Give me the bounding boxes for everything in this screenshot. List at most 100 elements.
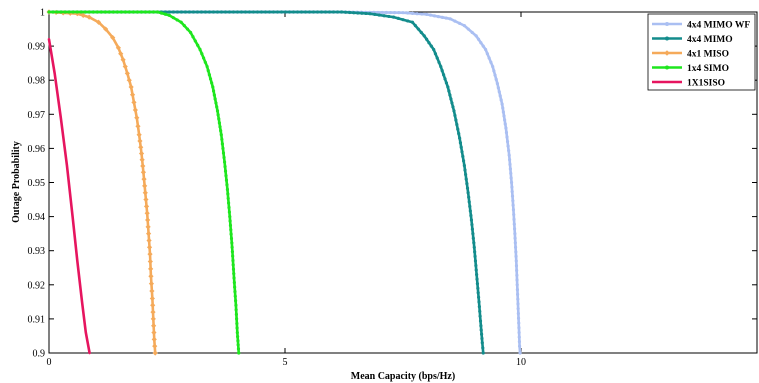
series-marker (123, 10, 127, 14)
series-marker (517, 326, 521, 330)
series-marker (215, 109, 220, 113)
series-marker (129, 92, 136, 98)
series-marker (432, 47, 436, 52)
series-marker (228, 215, 232, 219)
series-marker (512, 217, 516, 221)
series-marker (235, 321, 239, 326)
series-marker (235, 326, 239, 330)
series-marker (348, 10, 352, 15)
series-marker (189, 30, 193, 35)
series-marker (406, 11, 410, 15)
series-marker (142, 190, 148, 196)
series-marker (513, 241, 517, 245)
series-marker (517, 340, 522, 344)
series-marker (145, 231, 152, 237)
series-marker (127, 10, 132, 14)
series-marker (517, 321, 521, 325)
series-marker (464, 172, 468, 177)
series-marker (440, 69, 444, 73)
series-marker (275, 10, 280, 14)
series-marker (491, 64, 495, 69)
series-marker (332, 10, 336, 14)
series-marker (199, 10, 203, 14)
series-marker (481, 346, 485, 350)
series-marker (131, 10, 136, 14)
series-marker (513, 245, 518, 249)
series-marker (152, 350, 158, 356)
series-marker (427, 41, 431, 45)
series-marker (216, 113, 220, 117)
series-marker (514, 259, 518, 263)
series-marker (149, 295, 155, 302)
series-marker (183, 10, 187, 14)
series-marker (226, 196, 230, 201)
series-marker (150, 302, 156, 308)
series-marker (458, 136, 462, 140)
series-marker (95, 19, 102, 25)
series-marker (137, 138, 143, 144)
series-marker (147, 251, 153, 257)
series-marker (225, 183, 229, 187)
series-marker (437, 60, 441, 64)
series-marker (124, 70, 130, 76)
y-tick-label: 0.95 (28, 178, 46, 189)
series-marker (230, 250, 235, 254)
series-marker (498, 94, 502, 98)
series-marker (140, 169, 146, 175)
series-marker (229, 228, 233, 232)
series-marker (476, 37, 481, 41)
legend-label: 4x4 MIMO WF (687, 21, 750, 31)
series-marker (368, 12, 372, 16)
y-tick-label: 0.97 (28, 110, 46, 121)
legend-marker (665, 22, 669, 26)
series-marker (195, 10, 199, 14)
series-marker (373, 12, 377, 16)
series-marker (461, 154, 465, 158)
series-marker (436, 15, 440, 19)
series-marker (223, 169, 228, 173)
series-marker (167, 13, 171, 18)
series-marker (239, 10, 244, 14)
series-marker (122, 63, 128, 70)
legend-marker (665, 36, 669, 41)
series-marker (236, 343, 240, 347)
series-marker (514, 254, 518, 258)
series-marker (475, 272, 479, 277)
series-marker (502, 114, 506, 118)
series-marker (145, 224, 151, 230)
series-marker (492, 69, 496, 73)
series-marker (235, 330, 239, 335)
series-marker (287, 10, 292, 14)
series-marker (201, 56, 206, 60)
legend-marker (665, 65, 669, 70)
series-marker (410, 11, 415, 15)
series-marker (507, 158, 512, 162)
series-marker (226, 192, 230, 196)
series-marker (283, 10, 288, 14)
series-marker (103, 26, 109, 32)
series-marker (415, 12, 419, 16)
series-marker (231, 10, 236, 14)
series-marker (218, 125, 222, 129)
series-marker (291, 10, 296, 14)
series-marker (458, 141, 463, 145)
series-marker (425, 37, 429, 41)
series-marker (222, 155, 226, 160)
series-marker (380, 10, 384, 15)
series-marker (146, 244, 153, 250)
series-marker (299, 10, 304, 14)
series-marker (401, 18, 405, 22)
series-marker (138, 144, 144, 150)
series-marker (236, 339, 240, 343)
series-marker (513, 232, 517, 236)
series-marker (512, 212, 516, 217)
series-marker (126, 77, 132, 83)
series-marker (251, 10, 256, 14)
series-1x1siso (47, 37, 91, 355)
series-marker (230, 241, 234, 245)
series-marker (118, 51, 124, 57)
series-marker (507, 149, 511, 153)
series-marker (516, 307, 520, 311)
series-marker (494, 77, 498, 81)
